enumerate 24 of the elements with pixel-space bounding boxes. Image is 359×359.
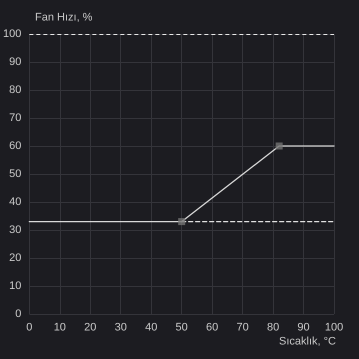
x-tick-label: 50 <box>176 322 188 334</box>
y-tick-label: 40 <box>9 196 22 208</box>
y-tick-label: 0 <box>15 308 22 320</box>
x-axis-title: Sıcaklık, °C <box>279 336 336 348</box>
x-tick-label: 70 <box>236 322 249 334</box>
y-tick-label: 90 <box>9 56 22 68</box>
x-tick-label: 80 <box>266 322 280 334</box>
y-tick-label: 80 <box>9 84 22 96</box>
y-tick-label: 60 <box>9 140 22 152</box>
x-tick-label: 0 <box>26 322 32 334</box>
x-tick-label: 20 <box>84 322 96 334</box>
y-tick-label: 50 <box>9 168 22 180</box>
x-tick-label: 30 <box>114 322 127 334</box>
x-tick-label: 60 <box>206 322 218 334</box>
y-tick-label: 20 <box>9 252 22 264</box>
x-tick-label: 40 <box>145 322 158 334</box>
y-tick-label: 10 <box>9 280 22 292</box>
x-tick-label: 90 <box>297 322 310 334</box>
x-tick-label: 10 <box>54 322 66 334</box>
x-tick-label: 100 <box>324 322 344 334</box>
y-tick-label: 30 <box>9 224 22 236</box>
y-tick-label: 100 <box>2 28 22 40</box>
y-axis-title: Fan Hızı, % <box>35 12 93 24</box>
y-tick-label: 70 <box>9 112 22 124</box>
